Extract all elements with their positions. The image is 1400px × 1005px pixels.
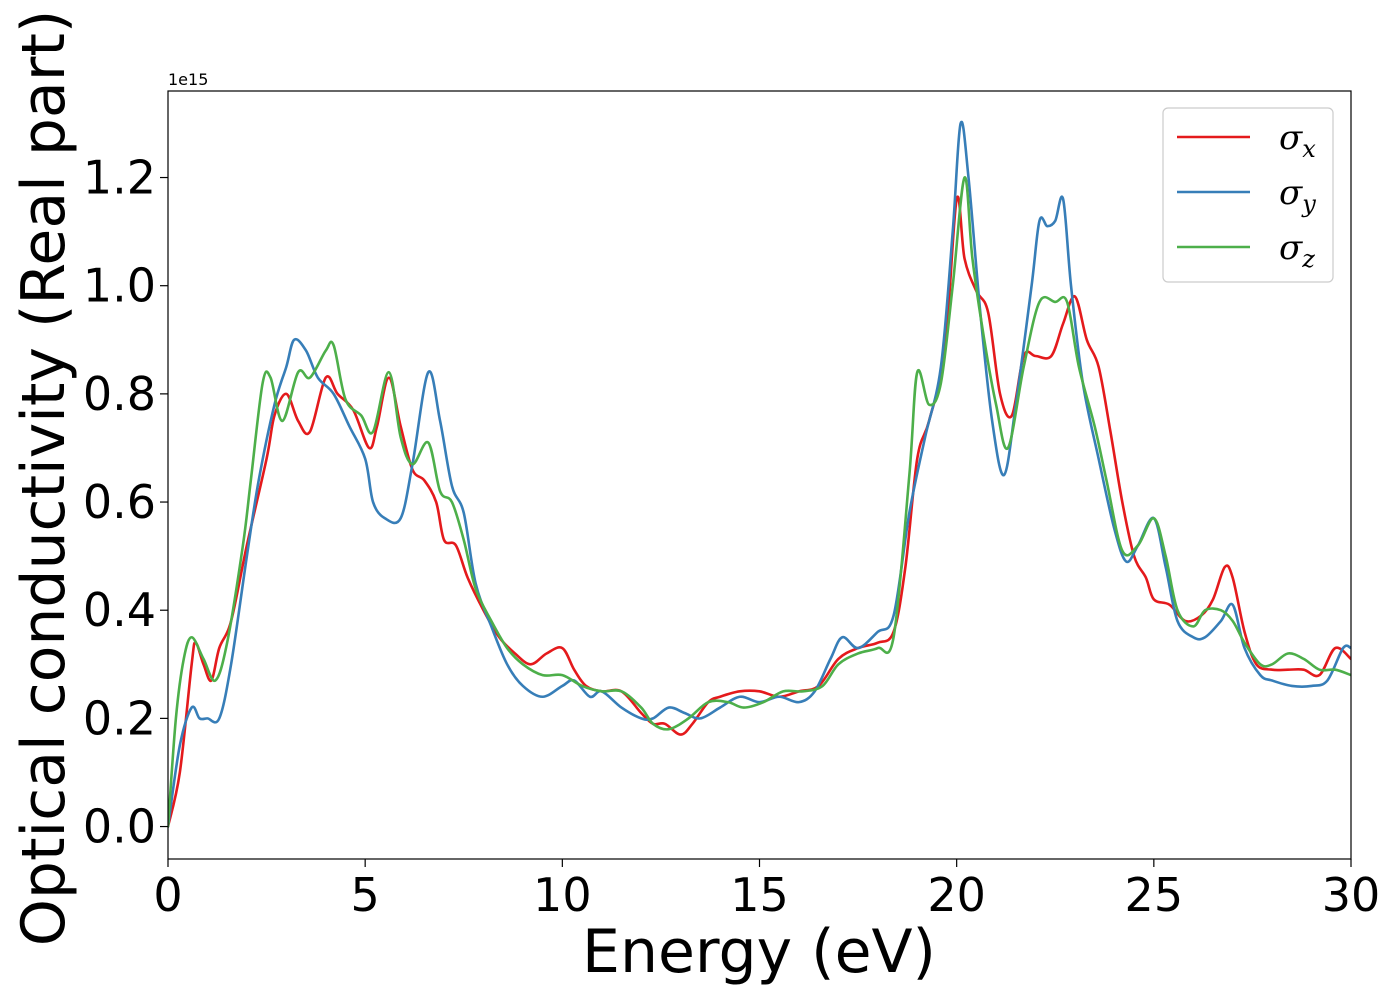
- series-layer: [168, 120, 1351, 828]
- x-axis-label: Energy (eV): [582, 917, 936, 987]
- x-tick-label: 15: [730, 868, 789, 922]
- y-offset-label: 1e15: [168, 70, 208, 89]
- y-tick-label: 1.0: [83, 259, 156, 313]
- x-tick-label: 20: [927, 868, 986, 922]
- x-tick-label: 5: [351, 868, 380, 922]
- y-tick-label: 1.2: [83, 151, 156, 205]
- legend-label-sigma-z: σz: [1279, 228, 1315, 273]
- y-tick-label: 0.6: [83, 475, 156, 529]
- legend-box: [1162, 107, 1334, 283]
- y-tick-label: 0.2: [83, 691, 156, 745]
- legend: σx σy σz: [1162, 107, 1334, 283]
- series-line-sigma-x: [168, 195, 1351, 828]
- x-tick-label: 0: [153, 868, 182, 922]
- x-tick-label: 10: [533, 868, 592, 922]
- series-line-sigma-z: [168, 176, 1351, 828]
- x-tick-label: 30: [1322, 868, 1381, 922]
- y-tick-label: 0.0: [83, 800, 156, 854]
- x-axis: 0 5 10 15 20 25 30: [153, 859, 1380, 922]
- x-tick-label: 25: [1125, 868, 1184, 922]
- legend-label-sigma-x: σx: [1279, 118, 1316, 163]
- y-tick-label: 0.8: [83, 367, 156, 421]
- y-axis-label: Optical conductivity (Real part): [9, 10, 79, 947]
- legend-label-sigma-y: σy: [1279, 173, 1316, 218]
- y-tick-label: 0.4: [83, 583, 156, 637]
- y-axis: 0.0 0.2 0.4 0.6 0.8 1.0 1.2: [83, 151, 168, 854]
- legend-entries: σx σy σz: [1177, 118, 1316, 273]
